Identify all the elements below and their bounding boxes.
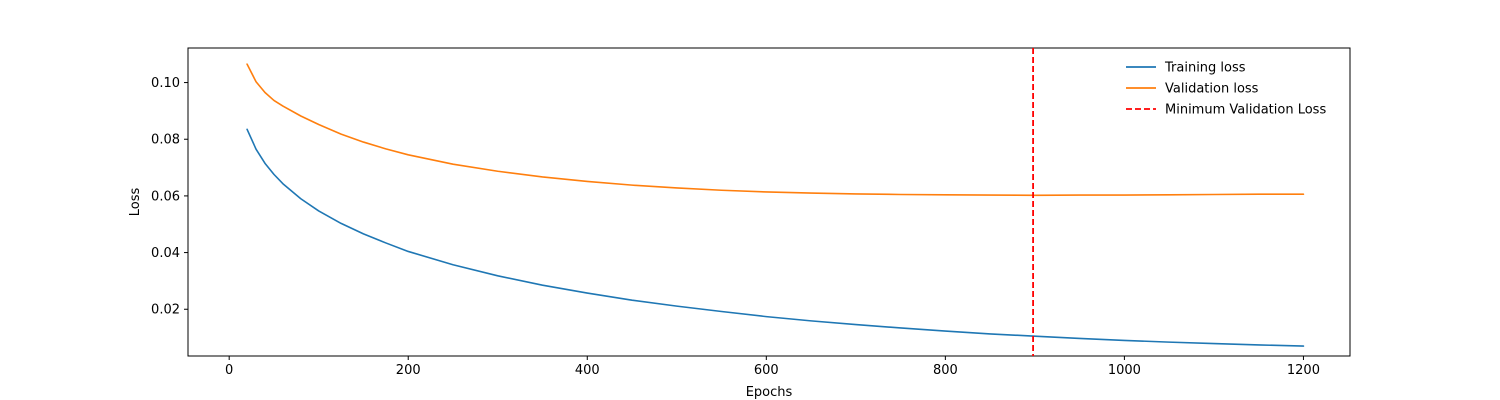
legend-label-training-loss: Training loss	[1164, 61, 1246, 76]
legend-label-min-validation-loss: Minimum Validation Loss	[1165, 103, 1326, 118]
x-axis: 0 200 400 600 800 1000 1200	[225, 356, 1320, 378]
x-tick-label: 1200	[1287, 363, 1320, 378]
y-tick-label: 0.04	[151, 246, 180, 261]
legend: Training loss Validation loss Minimum Vali…	[1126, 61, 1326, 118]
y-tick-label: 0.02	[151, 303, 180, 318]
x-axis-label: Epochs	[746, 385, 793, 400]
y-tick-label: 0.06	[151, 189, 180, 204]
series-layer	[246, 63, 1305, 347]
legend-label-validation-loss: Validation loss	[1165, 82, 1259, 97]
x-tick-label: 0	[225, 363, 233, 378]
y-tick-label: 0.10	[151, 76, 180, 91]
plot-area: 0 200 400 600 800 1000 1200 0.020.040.060.080.…	[151, 47, 1351, 378]
x-tick-label: 1000	[1108, 363, 1141, 378]
y-tick-label: 0.08	[151, 133, 180, 148]
plot-frame	[187, 47, 1351, 357]
x-tick-label: 400	[575, 363, 600, 378]
series-line-validation-loss	[246, 63, 1305, 197]
x-tick-label: 200	[396, 363, 421, 378]
x-tick-label: 800	[933, 363, 958, 378]
series-line-training-loss	[246, 128, 1305, 347]
y-axis: 0.02 0.04 0.06 0.08 0.10	[151, 76, 188, 318]
x-tick-label: 600	[754, 363, 779, 378]
y-axis-label: Loss	[128, 188, 143, 217]
